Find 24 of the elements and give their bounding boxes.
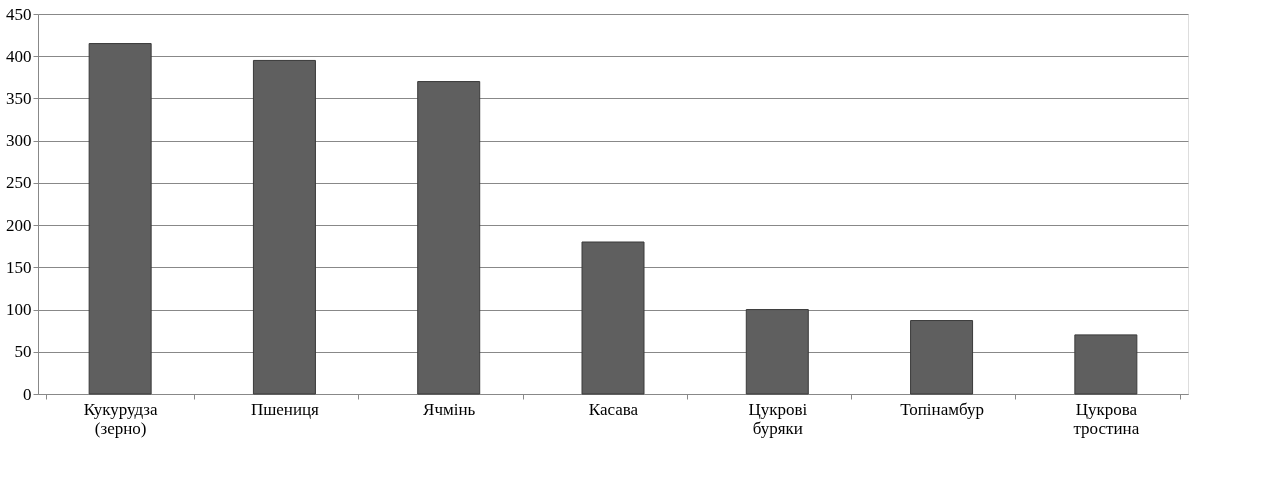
y-tick-label: 100 xyxy=(6,300,32,320)
bar xyxy=(581,241,645,395)
x-tick-label: Цукрові буряки xyxy=(748,399,808,438)
x-tick-label: Цукрова тростина xyxy=(1073,399,1140,438)
x-tick-label: Кукурудза (зерно) xyxy=(83,399,159,438)
y-tick-label: 50 xyxy=(14,342,32,362)
x-tick-label: Пшениця xyxy=(250,399,320,419)
bar xyxy=(252,59,316,395)
bar xyxy=(745,309,809,395)
y-tick-label: 0 xyxy=(23,384,32,404)
y-tick-label: 200 xyxy=(6,215,32,235)
y-tick-label: 350 xyxy=(6,88,32,108)
y-tick-label: 400 xyxy=(6,46,32,66)
y-tick-label: 250 xyxy=(6,173,32,193)
x-tick-label: Ячмінь xyxy=(423,399,476,419)
bar xyxy=(417,81,481,395)
bar xyxy=(910,320,974,395)
y-tick-label: 450 xyxy=(6,4,32,24)
bar xyxy=(88,43,152,395)
y-tick-label: 300 xyxy=(6,131,32,151)
bar xyxy=(1074,334,1138,395)
x-tick-label: Касава xyxy=(588,399,639,419)
y-tick-label: 150 xyxy=(6,257,32,277)
x-tick-label: Топінамбур xyxy=(900,399,984,419)
